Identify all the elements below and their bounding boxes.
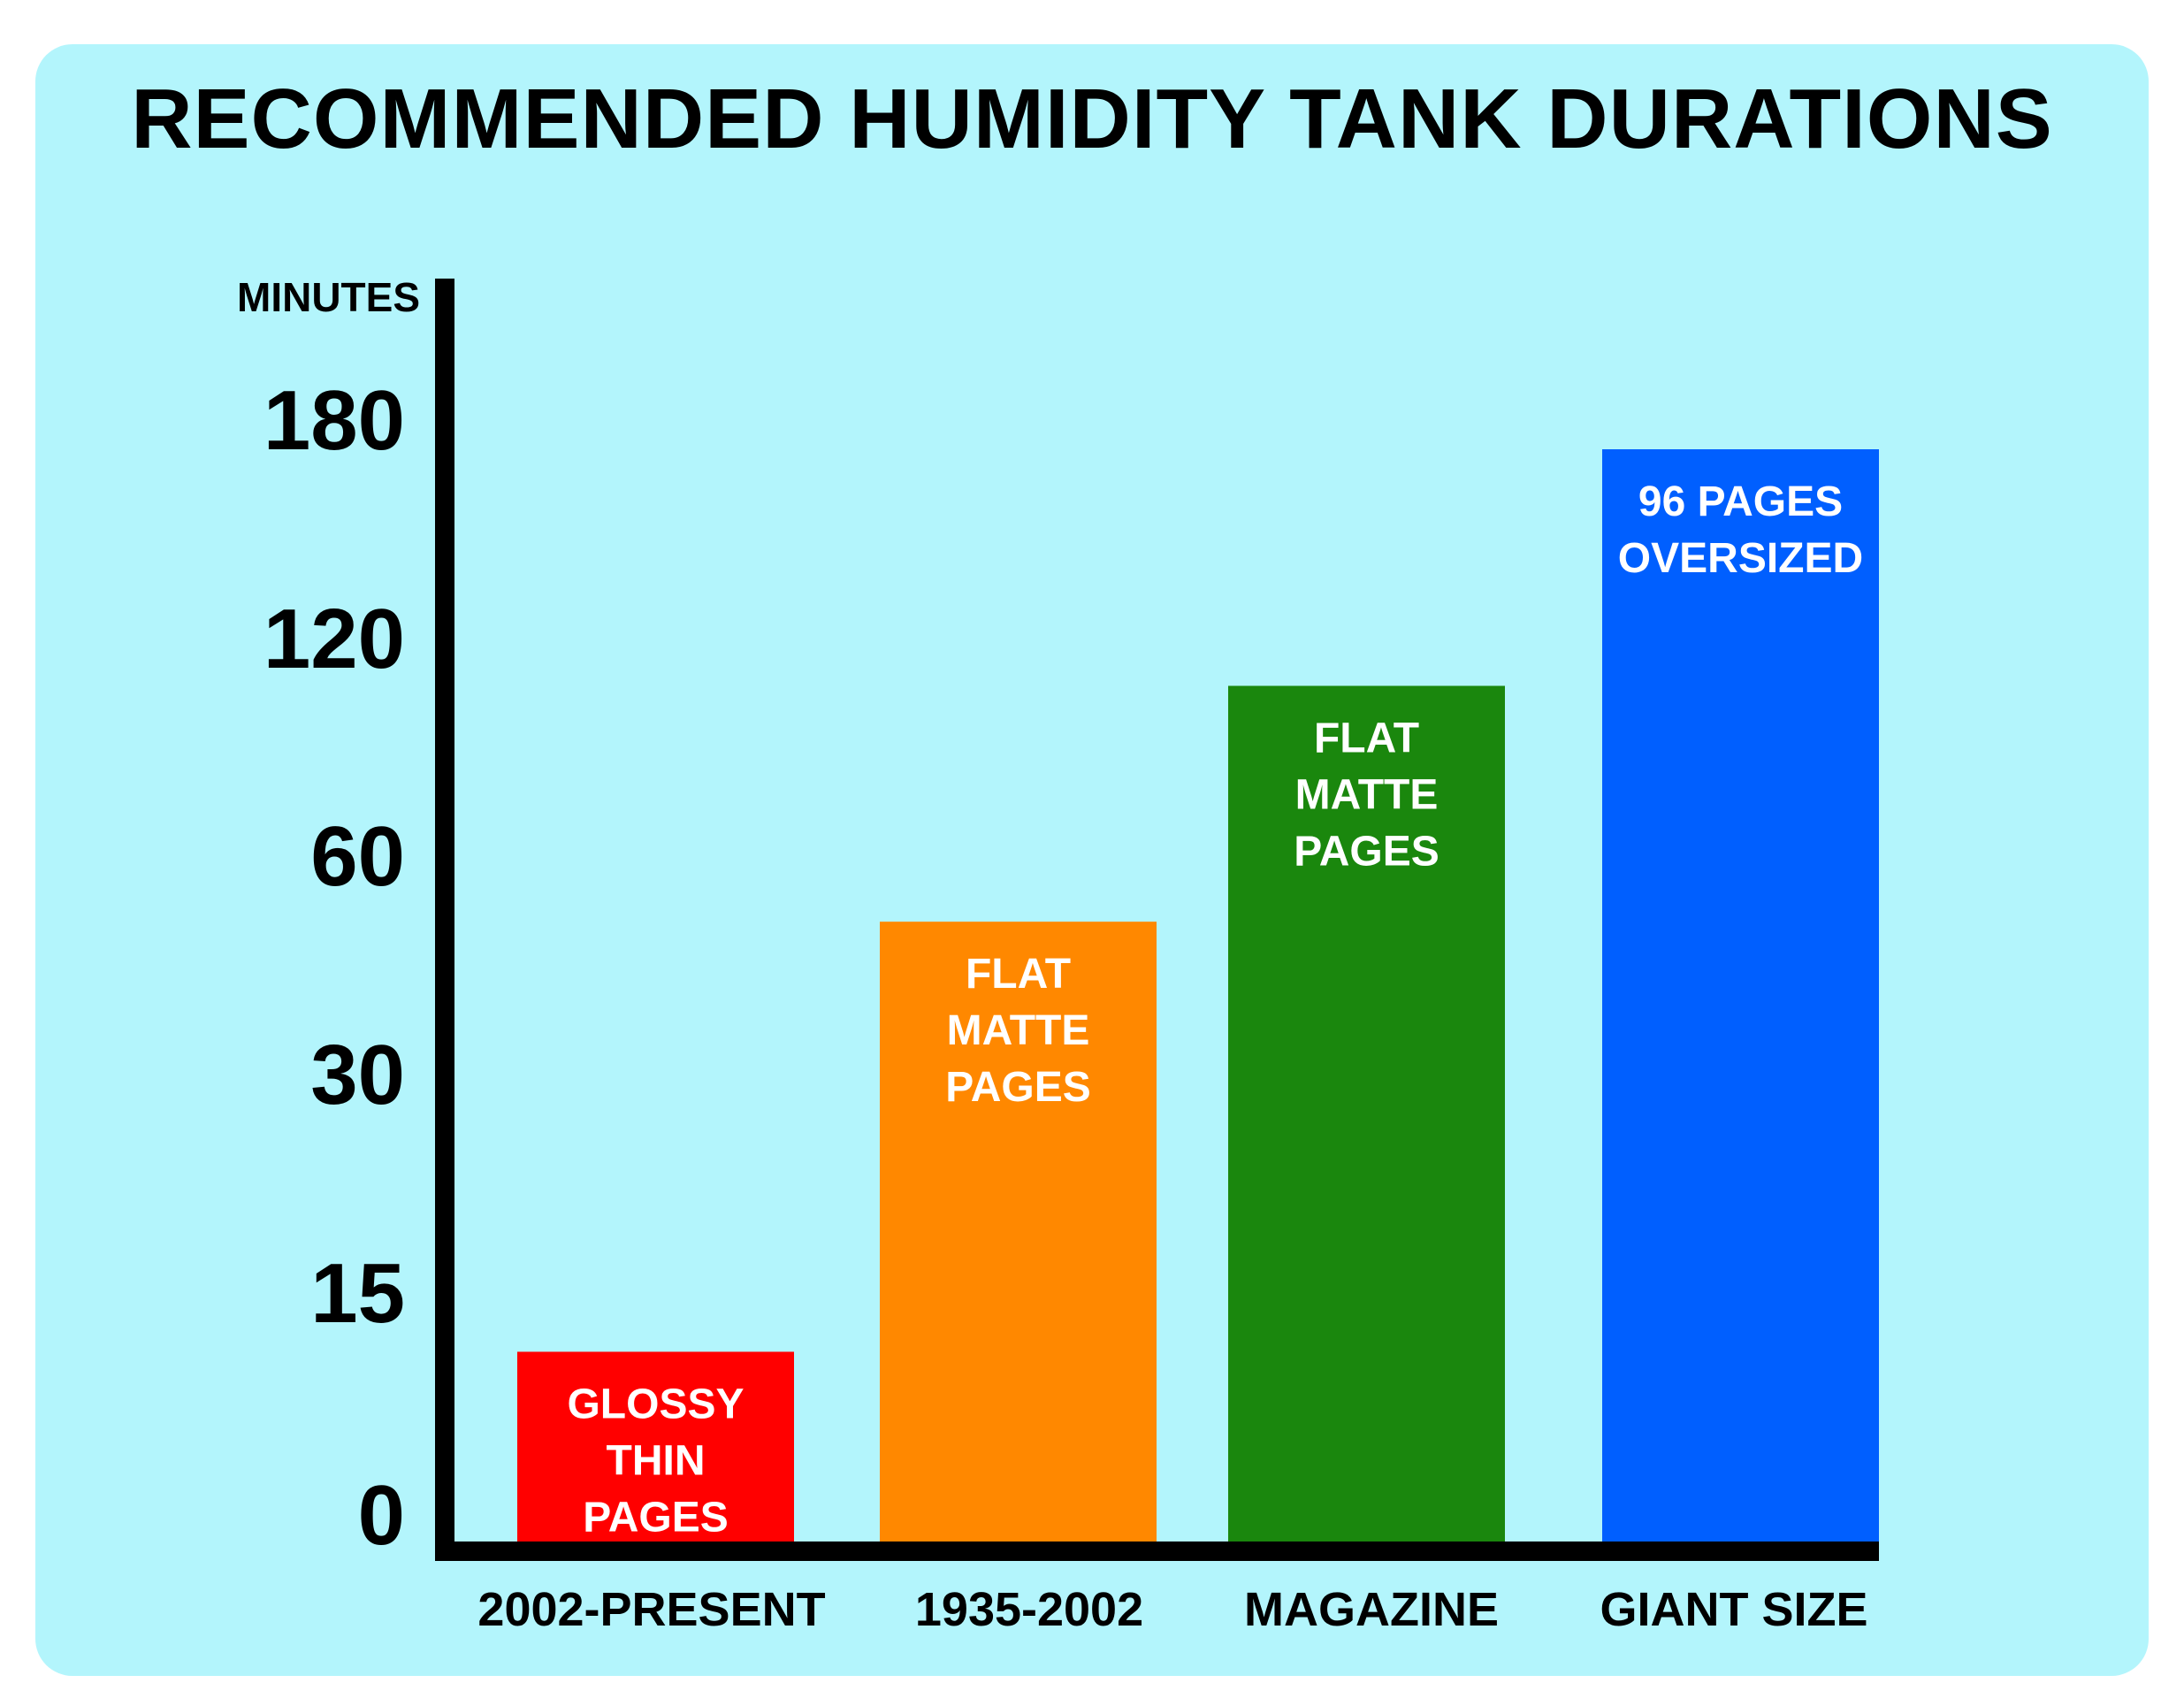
- y-tick-label: 180: [263, 373, 405, 468]
- y-tick-label: 120: [263, 592, 405, 686]
- x-tick-label: 2002-PRESENT: [477, 1583, 825, 1636]
- x-tick-label: 1935-2002: [915, 1583, 1143, 1636]
- y-tick-label: 0: [358, 1468, 405, 1563]
- bar-label: 96 PAGES: [1638, 478, 1843, 525]
- bar-label: GLOSSY: [567, 1381, 744, 1427]
- x-tick-label: GIANT SIZE: [1600, 1583, 1867, 1636]
- bar: [1602, 449, 1879, 1544]
- bar-label: MATTE: [947, 1007, 1090, 1054]
- bar-label: THIN: [607, 1437, 706, 1484]
- y-tick-label: 15: [310, 1246, 405, 1341]
- bar-label: FLAT: [1314, 715, 1419, 762]
- x-tick-label: MAGAZINE: [1244, 1583, 1499, 1636]
- bar: [880, 922, 1157, 1544]
- bar-label: PAGES: [1294, 829, 1439, 876]
- bar: [1228, 685, 1505, 1544]
- bar-label: PAGES: [945, 1064, 1090, 1111]
- bar-label: PAGES: [583, 1494, 728, 1541]
- y-tick-label: 60: [310, 809, 405, 904]
- bar: [517, 1351, 794, 1544]
- bar-label: MATTE: [1295, 772, 1439, 819]
- chart-title: RECOMMENDED HUMIDITY TANK DURATIONS: [131, 72, 2053, 166]
- bar-label: OVERSIZED: [1618, 535, 1863, 582]
- y-axis-label: MINUTES: [237, 274, 420, 320]
- bar-label: FLAT: [966, 951, 1071, 998]
- y-tick-label: 30: [310, 1028, 405, 1122]
